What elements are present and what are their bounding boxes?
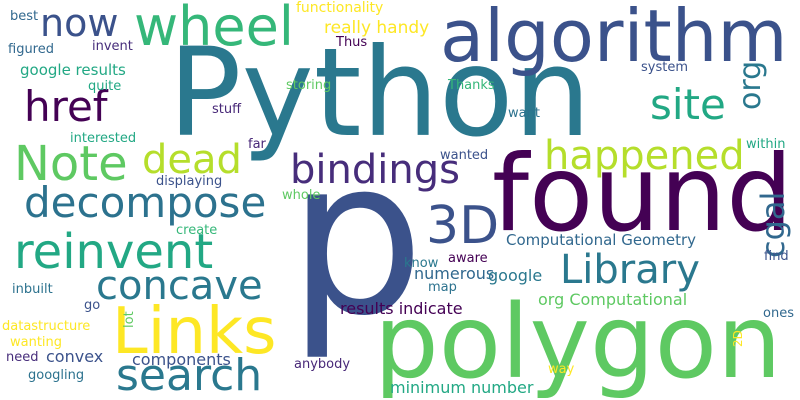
- word-anybody: anybody: [294, 357, 351, 372]
- word-wanted: wanted: [440, 148, 489, 163]
- word-functionality: functionality: [296, 0, 384, 16]
- word-2d: 2D: [731, 330, 745, 347]
- word-system: system: [641, 60, 688, 75]
- word-concave: concave: [96, 263, 263, 309]
- word-python: Python: [168, 22, 591, 164]
- word-want: want: [508, 106, 540, 121]
- word-reinvent: reinvent: [14, 224, 214, 280]
- word-google: google: [488, 266, 543, 285]
- word-really-handy: really handy: [324, 18, 430, 38]
- word-quite: quite: [88, 79, 122, 94]
- word-href: href: [24, 82, 108, 131]
- word-lot: lot: [122, 311, 137, 328]
- word-create: create: [176, 223, 218, 238]
- word-algorithm: algorithm: [440, 0, 788, 78]
- word-results-indicate: results indicate: [340, 299, 463, 318]
- word-org: org: [733, 60, 768, 110]
- word-found: found: [492, 133, 793, 255]
- word-note: Note: [14, 136, 128, 192]
- word-best: best: [10, 9, 39, 24]
- word-happened: happened: [544, 133, 745, 179]
- word-aware: aware: [448, 251, 488, 266]
- word-search: search: [116, 350, 263, 400]
- word-convex: convex: [46, 347, 104, 366]
- word-googling: googling: [28, 368, 85, 383]
- word-google-results: google results: [20, 61, 126, 79]
- word-find: find: [764, 249, 789, 264]
- word-ones: ones: [763, 306, 794, 321]
- word-library: Library: [560, 247, 700, 293]
- word-go: go: [84, 298, 101, 313]
- word-site: site: [650, 80, 726, 129]
- word-interested: interested: [70, 131, 137, 146]
- word-components: components: [132, 350, 231, 369]
- word-displaying: displaying: [156, 174, 223, 189]
- word-datastructure: datastructure: [2, 319, 91, 334]
- word-within: within: [746, 137, 786, 152]
- word-computational-geometry: Computational Geometry: [506, 231, 697, 249]
- word-figured: figured: [8, 42, 54, 57]
- word-way: way: [548, 362, 575, 377]
- word-know: know: [404, 256, 439, 271]
- word-wanting: wanting: [10, 335, 63, 350]
- word-numerous: numerous: [414, 264, 495, 283]
- word-stuff: stuff: [212, 102, 242, 117]
- word-polygon: polygon: [374, 283, 782, 400]
- word-now: now: [40, 1, 119, 45]
- word-p: p: [288, 112, 425, 363]
- word-map: map: [428, 280, 457, 295]
- word-dead: dead: [142, 137, 242, 183]
- word-far: far: [248, 137, 266, 152]
- word-storing: storing: [286, 78, 332, 93]
- word-bindings: bindings: [290, 147, 460, 193]
- word-minimum-number: minimum number: [390, 378, 534, 397]
- word-thanks: Thanks: [448, 78, 495, 93]
- word-links: Links: [112, 295, 277, 369]
- word-thus: Thus: [336, 35, 368, 50]
- word-invent: invent: [92, 39, 133, 54]
- word-need: need: [6, 350, 39, 365]
- word-whole: whole: [282, 188, 321, 203]
- word-decompose: decompose: [24, 178, 267, 227]
- word-3d: 3D: [426, 196, 500, 256]
- word-org-computational: org Computational: [538, 290, 688, 309]
- word-wheel: wheel: [134, 0, 294, 58]
- word-inbuilt: inbuilt: [12, 282, 53, 297]
